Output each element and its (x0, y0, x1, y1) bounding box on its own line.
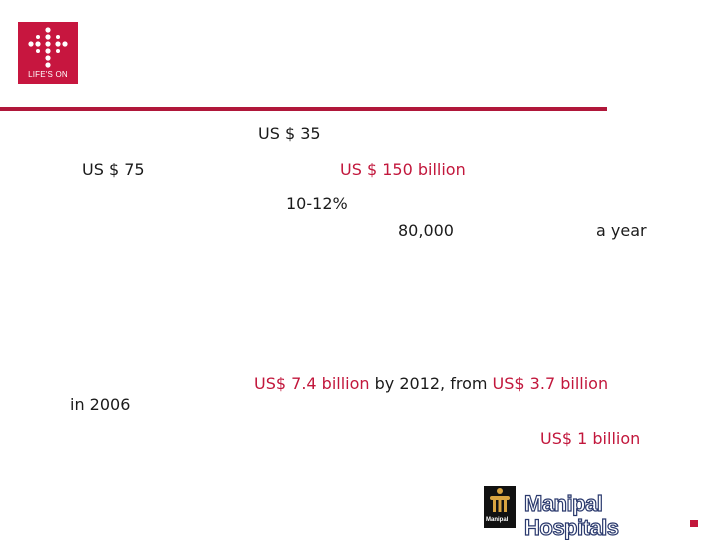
stat-projection-middle: by 2012, from (369, 374, 493, 393)
logo-red-mark (690, 520, 698, 527)
manipal-emblem-icon: Manipal (484, 486, 516, 528)
stat-growth-rate: 10-12% (286, 194, 348, 213)
manipal-hospitals-logo: Manipal Manipal Hospitals (484, 486, 698, 540)
manipal-hospitals-wordmark: Manipal Hospitals (523, 491, 619, 540)
stat-us3-7-billion: US$ 3.7 billion (492, 374, 609, 393)
figures-icon (490, 488, 510, 512)
stat-a-year: a year (596, 221, 647, 240)
stat-80000: 80,000 (398, 221, 454, 240)
stat-us1-billion: US$ 1 billion (540, 429, 641, 448)
logo-tagline: LIFE'S ON (28, 70, 68, 79)
stat-us7-4-billion: US$ 7.4 billion (254, 374, 370, 393)
lifes-on-logo: LIFE'S ON (18, 22, 78, 84)
stat-us75: US $ 75 (82, 160, 145, 179)
stat-us35: US $ 35 (258, 124, 321, 143)
stat-projection-line: US$ 7.4 billion by 2012, from US$ 3.7 bi… (254, 374, 608, 394)
dotted-cross-icon (28, 27, 68, 68)
stat-us150-billion: US $ 150 billion (340, 160, 466, 179)
emblem-label: Manipal (486, 517, 509, 523)
stat-in-2006: in 2006 (70, 395, 131, 414)
header-divider (0, 107, 607, 111)
